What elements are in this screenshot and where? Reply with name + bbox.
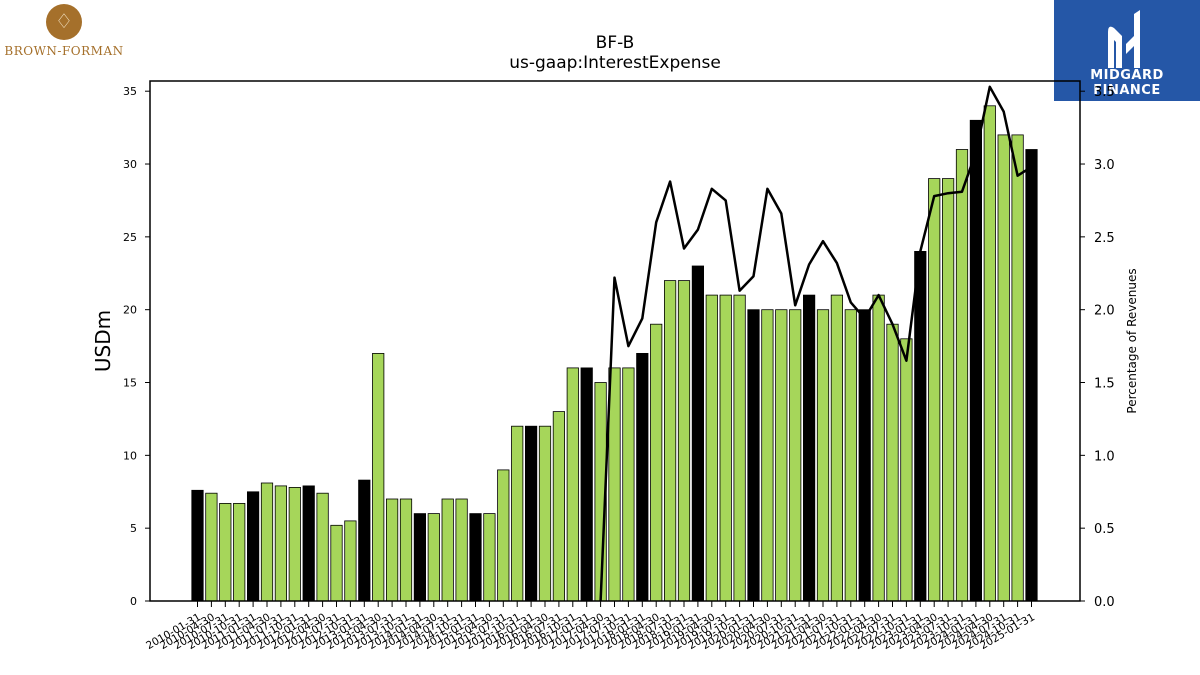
bar [858, 309, 871, 602]
bar [608, 367, 621, 602]
bar [274, 485, 288, 602]
y-tick-label: 25 [123, 231, 137, 244]
bar [191, 489, 204, 602]
bar [1011, 134, 1024, 602]
bar [413, 513, 427, 602]
brown-forman-emblem-icon: ♢ [46, 4, 82, 40]
bar [302, 485, 315, 602]
y2-tick-label: 2.5 [1094, 231, 1115, 246]
bar [664, 280, 677, 602]
y-axis: 0 5 10 15 20 25 30 35 [123, 85, 150, 608]
bar [219, 502, 232, 602]
bar [997, 134, 1010, 602]
bar [886, 323, 899, 602]
bar [719, 294, 732, 602]
bar [372, 352, 385, 602]
y2-tick-label: 0.0 [1094, 595, 1115, 610]
midgard-mark-icon [1108, 10, 1140, 69]
y-tick-label: 35 [123, 85, 137, 98]
bar [816, 309, 830, 602]
bar [677, 280, 691, 602]
y-tick-label: 0 [130, 595, 137, 608]
bar [344, 520, 357, 602]
bar [580, 367, 593, 602]
midgard-wordmark: MIDGARD FINANCE [1090, 68, 1164, 98]
bar [928, 178, 941, 602]
y-tick-label: 30 [123, 158, 137, 171]
bar [650, 323, 663, 602]
y-tick-label: 10 [123, 449, 137, 462]
bar [983, 105, 996, 602]
y2-tick-label: 3.5 [1094, 85, 1115, 100]
bar [636, 352, 649, 602]
bar [288, 486, 301, 602]
bar [747, 309, 760, 602]
bar [914, 250, 927, 602]
bar-series [191, 105, 1038, 602]
bar [455, 498, 468, 602]
y-tick-label: 15 [123, 377, 137, 390]
bar [789, 309, 802, 602]
bar [233, 502, 246, 602]
bar [844, 309, 857, 602]
y2-tick-label: 2.0 [1094, 304, 1115, 319]
bar [761, 309, 774, 602]
bar [358, 479, 371, 602]
y-tick-label: 20 [123, 304, 137, 317]
y2-tick-label: 3.0 [1094, 158, 1115, 173]
chart-subtitle: us-gaap:InterestExpense [509, 53, 721, 73]
bar [316, 492, 329, 602]
y2-axis: 0.0 0.5 1.0 1.5 2.0 2.5 3.0 3.5 [1080, 85, 1115, 610]
y-tick-label: 5 [130, 522, 137, 535]
bar [246, 491, 260, 602]
revenue-ratio-line [599, 85, 1033, 602]
bar [483, 513, 496, 602]
brown-forman-logo: ♢ BROWN-FORMAN [2, 4, 126, 64]
bar [733, 294, 746, 602]
y2-tick-label: 1.0 [1094, 449, 1115, 464]
bar [525, 425, 538, 602]
bar [955, 149, 969, 602]
glasses-icon: ♢ [55, 9, 73, 33]
x-axis: 2010-01-312010-04-302010-07-312010-10-31… [144, 601, 1037, 652]
bar [399, 498, 413, 602]
bar [803, 294, 816, 602]
y2-tick-label: 1.5 [1094, 377, 1115, 392]
bar [830, 294, 844, 602]
bar [427, 513, 440, 602]
bar [942, 178, 955, 602]
bar [900, 338, 913, 602]
y2-axis-label: Percentage of Revenues [1125, 268, 1139, 413]
bar [511, 425, 524, 602]
bar [969, 119, 983, 602]
bar [552, 411, 566, 602]
bar [497, 469, 510, 602]
chart-title: BF-B [596, 33, 635, 53]
bar [775, 309, 788, 602]
bar [1025, 149, 1038, 602]
bar [330, 524, 343, 602]
plot-frame [149, 80, 1081, 602]
bar [205, 492, 218, 602]
bar [469, 513, 482, 602]
bar [691, 265, 705, 602]
bar [705, 294, 718, 602]
brown-forman-wordmark: BROWN-FORMAN [4, 44, 124, 58]
bar [441, 498, 454, 602]
y2-tick-label: 0.5 [1094, 522, 1115, 537]
bar [566, 367, 579, 602]
bar [622, 367, 635, 602]
bar [538, 425, 552, 602]
y-axis-label: USDm [91, 310, 115, 372]
midgard-finance-logo: MIDGARD FINANCE [1054, 0, 1200, 101]
bar [385, 498, 399, 602]
bar [872, 294, 885, 602]
bar [260, 482, 274, 602]
